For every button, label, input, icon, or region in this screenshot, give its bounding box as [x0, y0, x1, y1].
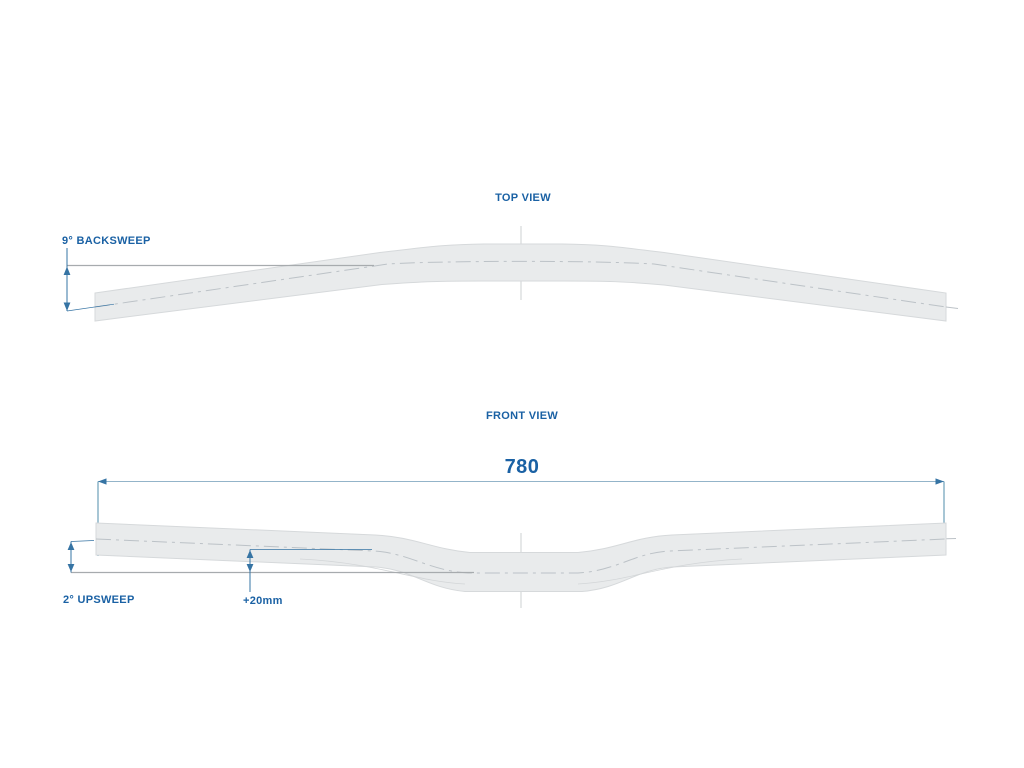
upsweep-tick [70, 540, 95, 542]
front-view-title: FRONT VIEW [486, 410, 558, 422]
backsweep-dimension [63, 248, 115, 312]
top-view-tube-centerline [94, 260, 947, 308]
rise-arrow-up-icon [246, 550, 254, 558]
backsweep-extension-line [66, 303, 115, 312]
backsweep-arrow-down-icon [63, 302, 71, 311]
top-view: TOP VIEW 9° BACKSWEEP [62, 192, 959, 322]
width-arrow-left-icon [98, 478, 107, 485]
front-view-right-bend-shade [577, 558, 743, 585]
upsweep-arrow-down-icon [67, 564, 75, 572]
upsweep-arrow-up-icon [67, 542, 75, 550]
backsweep-arrow-up-icon [63, 266, 71, 275]
top-view-centerline-tick [945, 306, 959, 309]
top-view-title: TOP VIEW [495, 192, 551, 204]
front-view: FRONT VIEW 780 [63, 410, 957, 608]
width-arrow-right-icon [935, 478, 944, 485]
backsweep-label: 9° BACKSWEEP [62, 235, 151, 247]
front-view-left-bend-shade [299, 558, 466, 585]
rise-arrow-down-icon [246, 564, 254, 572]
handlebar-top-view [94, 243, 947, 322]
width-dimension-value: 780 [505, 456, 540, 478]
upsweep-label: 2° UPSWEEP [63, 594, 135, 606]
upsweep-dimension [67, 540, 95, 573]
rise-label: +20mm [243, 595, 283, 607]
handlebar-front-view [95, 522, 947, 592]
rise-dimension [246, 549, 372, 592]
